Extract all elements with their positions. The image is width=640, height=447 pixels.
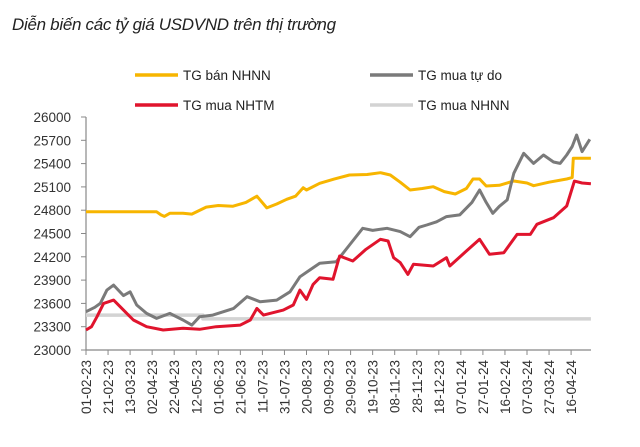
x-tick-label: 21-02-23 [101, 360, 116, 414]
series-lines [85, 133, 592, 332]
legend-label: TG mua NHNN [418, 98, 510, 113]
x-tick-label: 09-09-23 [322, 360, 337, 414]
y-tick-label: 25100 [33, 180, 71, 195]
legend-label: TG mua tự do [418, 68, 502, 83]
x-tick-label: 08-11-23 [388, 360, 403, 413]
axes: 23000 23300 23600 23900 24200 24500 24800 25100… [33, 110, 591, 414]
y-tick-label: 23300 [33, 320, 71, 335]
legend: TG bán NHNN TG mua tự do TG mua NHTM TG mua… [135, 68, 510, 113]
x-tick-label: 01-02-23 [79, 360, 94, 414]
x-tick-label: 27-01-24 [476, 360, 491, 415]
x-tick-label: 29-09-23 [344, 360, 359, 414]
x-tick-label: 16-04-24 [564, 360, 579, 415]
x-tick-label: 28-11-23 [410, 360, 425, 413]
x-tick-label: 27-03-24 [542, 360, 557, 415]
x-tick-label: 21-06-23 [233, 360, 248, 414]
x-tick-label: 13-03-23 [123, 360, 138, 414]
x-tick-label: 07-03-24 [520, 360, 535, 415]
y-tick-label: 25400 [33, 157, 71, 172]
x-tick-label: 19-10-23 [366, 360, 381, 414]
series-line-tg-mua-nhtm [85, 179, 592, 332]
x-tick-label: 12-05-23 [189, 360, 204, 414]
legend-label: TG bán NHNN [183, 68, 271, 83]
y-tick-label: 24500 [33, 227, 71, 242]
x-tick-label: 07-01-24 [454, 360, 469, 415]
legend-label: TG mua NHTM [183, 98, 275, 113]
x-tick-label: 11-07-23 [255, 360, 270, 413]
y-tick-label: 26000 [33, 110, 71, 125]
series-line-tg-ban-nhnn [86, 156, 591, 218]
y-tick-label: 25700 [33, 133, 71, 148]
y-tick-label: 23600 [33, 296, 71, 311]
y-tick-label: 23900 [33, 273, 71, 288]
x-tick-label: 20-08-23 [300, 360, 315, 414]
y-tick-label: 24800 [33, 203, 71, 218]
y-tick-label: 23000 [33, 343, 71, 358]
series-line-tg-mua-tu-do [85, 133, 592, 327]
x-tick-label: 02-04-23 [145, 360, 160, 414]
x-tick-label: 16-02-24 [498, 360, 513, 415]
x-tick-label: 22-04-23 [167, 360, 182, 414]
chart-title: Diễn biến các tỷ giá USDVND trên thị trư… [12, 15, 336, 34]
x-tick-label: 18-12-23 [432, 360, 447, 414]
x-tick-label: 31-07-23 [277, 360, 292, 414]
x-tick-label: 01-06-23 [211, 360, 226, 414]
y-tick-label: 24200 [33, 250, 71, 265]
